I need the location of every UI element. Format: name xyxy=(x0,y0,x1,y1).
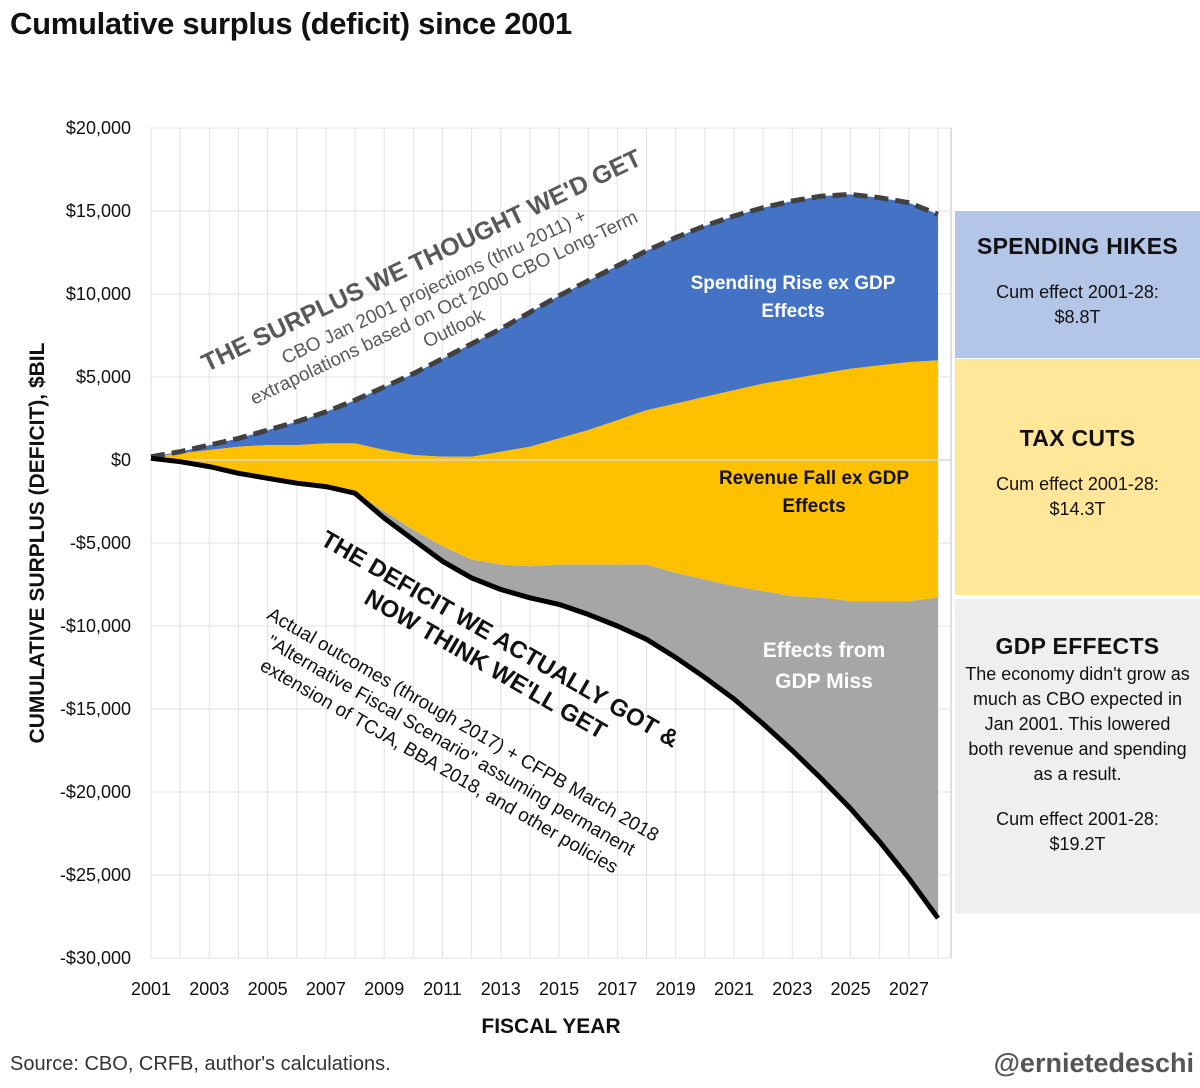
y-tick-label: -$10,000 xyxy=(60,616,131,636)
y-tick-label: -$30,000 xyxy=(60,948,131,968)
y-tick-label: $0 xyxy=(111,450,131,470)
x-tick-label: 2025 xyxy=(831,979,871,999)
x-tick-label: 2027 xyxy=(889,979,929,999)
spending-hikes-panel: SPENDING HIKES Cum effect 2001-28: $8.8T xyxy=(955,211,1200,358)
x-tick-label: 2001 xyxy=(131,979,171,999)
spending-hikes-cum-value: $8.8T xyxy=(1054,307,1101,327)
series-line-actual-deficit xyxy=(150,455,941,920)
tax-cuts-cum: Cum effect 2001-28: $14.3T xyxy=(965,472,1190,522)
x-tick-label: 2013 xyxy=(481,979,521,999)
gdp-effects-description: The economy didn't grow as much as CBO e… xyxy=(965,664,1190,784)
page-title: Cumulative surplus (deficit) since 2001 xyxy=(10,6,572,41)
y-tick-label: $20,000 xyxy=(66,118,131,138)
area-revenue-fall xyxy=(151,360,938,602)
y-tick-label: $10,000 xyxy=(66,284,131,304)
tax-cuts-title: TAX CUTS xyxy=(1019,425,1136,451)
gdp-effects-cum: Cum effect 2001-28: $19.2T xyxy=(965,807,1190,857)
gdp-effects-cum-value: $19.2T xyxy=(1049,834,1106,854)
gdp-effects-title: GDP EFFECTS xyxy=(995,633,1160,659)
spending-area-label-1: Spending Rise ex GDP xyxy=(691,273,896,294)
gdp-area-label-1: Effects from xyxy=(763,639,886,662)
x-tick-label: 2007 xyxy=(306,979,346,999)
x-axis-title: FISCAL YEAR xyxy=(481,1015,620,1038)
author-handle: @ernietedeschi xyxy=(993,1048,1194,1078)
x-tick-label: 2015 xyxy=(539,979,579,999)
y-axis-title: CUMULATIVE SURPLUS (DEFICIT), $BIL xyxy=(26,342,49,743)
y-tick-label: -$25,000 xyxy=(60,865,131,885)
y-tick-label: $15,000 xyxy=(66,201,131,221)
x-tick-label: 2021 xyxy=(714,979,754,999)
x-tick-label: 2023 xyxy=(772,979,812,999)
x-tick-label: 2019 xyxy=(656,979,696,999)
y-tick-label: -$15,000 xyxy=(60,699,131,719)
spending-hikes-cum: Cum effect 2001-28: $8.8T xyxy=(965,280,1190,330)
x-tick-label: 2017 xyxy=(597,979,637,999)
x-tick-label: 2011 xyxy=(423,979,462,999)
spending-area-label-2: Effects xyxy=(761,301,824,322)
source-note: Source: CBO, CRFB, author's calculations… xyxy=(10,1053,391,1075)
tax-area-label-2: Effects xyxy=(782,496,845,517)
spending-hikes-title: SPENDING HIKES xyxy=(976,233,1178,259)
tax-cuts-cum-label: Cum effect 2001-28: xyxy=(996,474,1159,494)
x-tick-label: 2009 xyxy=(364,979,404,999)
tax-cuts-panel: TAX CUTS Cum effect 2001-28: $14.3T xyxy=(955,359,1200,595)
area-spending-rise xyxy=(151,194,938,457)
y-tick-label: -$20,000 xyxy=(60,782,131,802)
x-tick-label: 2005 xyxy=(248,979,288,999)
tax-cuts-cum-value: $14.3T xyxy=(1049,499,1106,519)
series-line-projected-surplus xyxy=(150,191,939,460)
gdp-effects-panel: GDP EFFECTS The economy didn't grow as m… xyxy=(955,599,1200,914)
area-stack xyxy=(151,194,938,919)
x-axis-ticks: 2001 2003 2005 2007 2009 2011 2013 2015 2017 2019… xyxy=(131,979,929,999)
gdp-area-label-2: GDP Miss xyxy=(775,670,873,693)
gdp-effects-cum-label: Cum effect 2001-28: xyxy=(996,809,1159,829)
y-tick-label: $5,000 xyxy=(76,367,131,387)
spending-hikes-cum-label: Cum effect 2001-28: xyxy=(996,282,1159,302)
y-axis-ticks: $20,000 $15,000 $10,000 $5,000 $0 -$5,000 -$10… xyxy=(60,118,131,968)
x-tick-label: 2003 xyxy=(189,979,229,999)
y-tick-label: -$5,000 xyxy=(70,533,131,553)
tax-area-label-1: Revenue Fall ex GDP xyxy=(719,468,909,489)
area-gdp-miss xyxy=(151,458,938,919)
